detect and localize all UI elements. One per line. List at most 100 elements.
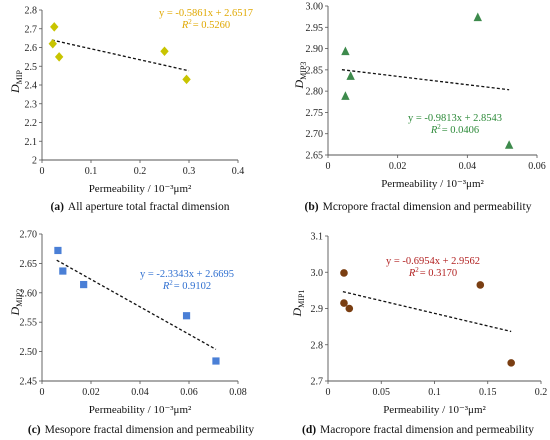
y-tick-label: 2.75 bbox=[306, 108, 324, 119]
regression-equation: y = -2.3343x + 2.6695 bbox=[140, 269, 234, 280]
y-axis-label: DMIP bbox=[8, 70, 24, 94]
r-squared-exponent: 2 bbox=[437, 123, 441, 131]
y-tick-label: 2.65 bbox=[306, 151, 324, 162]
y-axis-label-subscript: MIP1 bbox=[297, 290, 306, 308]
data-point bbox=[50, 22, 59, 32]
panel-caption-letter: (d) bbox=[302, 424, 316, 436]
r-squared-exponent: 2 bbox=[188, 18, 192, 26]
x-tick-label: 0.02 bbox=[389, 161, 407, 172]
y-tick-label: 3.1 bbox=[311, 232, 324, 243]
x-tick-label: 0.2 bbox=[535, 387, 548, 398]
x-tick-label: 0.2 bbox=[134, 166, 147, 177]
panel-caption-letter: (b) bbox=[305, 201, 319, 213]
r-squared-value: = 0.0406 bbox=[442, 125, 479, 136]
y-axis-label-main: D bbox=[292, 80, 306, 90]
trendline bbox=[342, 291, 512, 333]
data-point bbox=[507, 359, 515, 367]
panel-a: 2 2.1 2.2 2.3 2.4 2.5 2.6 2.7 2.8 0 0.1 0.2 0.3 0.4 Pe… bbox=[8, 6, 253, 214]
y-tick-label: 2.50 bbox=[20, 347, 38, 358]
panel-d: 2.7 2.8 2.9 3.0 3.1 0 0.05 0.1 0.15 0.2 Permeabili… bbox=[290, 232, 547, 437]
x-tick-label: 0.4 bbox=[232, 166, 245, 177]
x-tick-label: 0.3 bbox=[183, 166, 196, 177]
x-axis-label: Permeability / 10⁻³μm² bbox=[383, 404, 486, 416]
panel-caption-text: All aperture total fractal dimension bbox=[68, 201, 230, 213]
panel-caption-text: Mesopore fractal dimension and permeabil… bbox=[45, 424, 255, 436]
y-tick-label: 2.3 bbox=[25, 99, 38, 110]
y-tick-label: 2.95 bbox=[306, 23, 324, 34]
y-tick-label: 2.8 bbox=[25, 6, 38, 17]
y-tick-label: 2.65 bbox=[20, 259, 38, 270]
x-axis-label: Permeability / 10⁻³μm² bbox=[89, 404, 192, 416]
data-point bbox=[476, 281, 485, 289]
r-squared-value: = 0.5260 bbox=[193, 20, 230, 31]
x-axis-label: Permeability / 10⁻³μm² bbox=[381, 178, 484, 190]
y-tick-label: 2.85 bbox=[306, 65, 324, 76]
y-tick-label: 2 bbox=[32, 156, 37, 167]
x-tick-label: 0 bbox=[40, 387, 45, 398]
x-axis-label: Permeability / 10⁻³μm² bbox=[89, 183, 192, 195]
y-axis-label-main: D bbox=[8, 84, 22, 94]
y-axis-label-subscript: MIP bbox=[15, 70, 24, 85]
y-axis-label: DMIP3 bbox=[292, 62, 308, 90]
x-tick-label: 0.08 bbox=[229, 387, 247, 398]
y-tick-label: 2.70 bbox=[20, 230, 38, 241]
x-tick-label: 0 bbox=[40, 166, 45, 177]
data-point bbox=[340, 269, 348, 277]
r-squared: R2= 0.9102 bbox=[162, 279, 211, 292]
x-tick-label: 0.06 bbox=[180, 387, 198, 398]
data-point bbox=[341, 46, 350, 56]
y-tick-label: 2.60 bbox=[20, 288, 38, 299]
x-tick-label: 0.02 bbox=[82, 387, 100, 398]
data-point bbox=[54, 52, 64, 62]
trendline bbox=[51, 39, 190, 72]
y-tick-label: 2.8 bbox=[311, 340, 324, 351]
y-tick-label: 2.90 bbox=[306, 44, 324, 55]
data-point bbox=[341, 91, 350, 100]
x-tick-label: 0 bbox=[326, 161, 331, 172]
y-tick-label: 2.7 bbox=[25, 24, 38, 35]
panel-caption-text: Macropore fractal dimension and permeabi… bbox=[320, 424, 534, 436]
r-squared-exponent: 2 bbox=[169, 279, 173, 287]
data-point bbox=[346, 71, 355, 80]
y-tick-label: 2.2 bbox=[25, 118, 38, 129]
y-axis-label-main: D bbox=[290, 308, 304, 318]
r-squared-exponent: 2 bbox=[415, 266, 419, 274]
y-tick-label: 2.4 bbox=[25, 81, 38, 92]
r-squared-symbol: R bbox=[181, 20, 189, 31]
y-tick-label: 2.9 bbox=[311, 304, 324, 315]
panel-caption-text: Mcropore fractal dimension and permeabil… bbox=[323, 201, 532, 213]
data-point bbox=[48, 38, 57, 49]
r-squared-symbol: R bbox=[408, 268, 416, 279]
r-squared: R2= 0.3170 bbox=[408, 266, 457, 279]
y-tick-label: 2.55 bbox=[20, 318, 38, 329]
y-tick-label: 2.80 bbox=[306, 87, 324, 98]
data-point bbox=[59, 267, 67, 275]
data-point bbox=[345, 304, 354, 313]
data-point bbox=[504, 140, 514, 149]
x-tick-label: 0.1 bbox=[85, 166, 98, 177]
y-tick-label: 2.1 bbox=[25, 137, 38, 148]
panel-caption: (c) Mesopore fractal dimension and permea… bbox=[28, 424, 255, 436]
data-point bbox=[182, 74, 191, 85]
x-tick-label: 0.1 bbox=[428, 387, 441, 398]
data-point bbox=[340, 299, 348, 307]
x-tick-label: 0.04 bbox=[459, 161, 477, 172]
y-tick-label: 3.00 bbox=[306, 2, 324, 13]
y-axis-label: DMIP1 bbox=[290, 290, 306, 318]
r-squared-value: = 0.9102 bbox=[174, 281, 211, 292]
data-point bbox=[54, 246, 62, 255]
r-squared-symbol: R bbox=[430, 125, 438, 136]
r-squared-value: = 0.3170 bbox=[420, 268, 457, 279]
x-tick-label: 0.04 bbox=[131, 387, 149, 398]
regression-equation: y = -0.6954x + 2.9562 bbox=[386, 256, 480, 267]
r-squared: R2= 0.5260 bbox=[181, 18, 230, 31]
y-axis-label-subscript: MIP2 bbox=[15, 289, 24, 307]
trendline bbox=[56, 259, 217, 350]
x-tick-label: 0 bbox=[326, 387, 331, 398]
panel-caption: (b) Mcropore fractal dimension and permea… bbox=[305, 201, 532, 213]
x-tick-label: 0.05 bbox=[373, 387, 391, 398]
y-tick-label: 2.5 bbox=[25, 62, 38, 73]
x-tick-label: 0.15 bbox=[479, 387, 497, 398]
regression-equation: y = -0.5861x + 2.6517 bbox=[159, 8, 253, 19]
